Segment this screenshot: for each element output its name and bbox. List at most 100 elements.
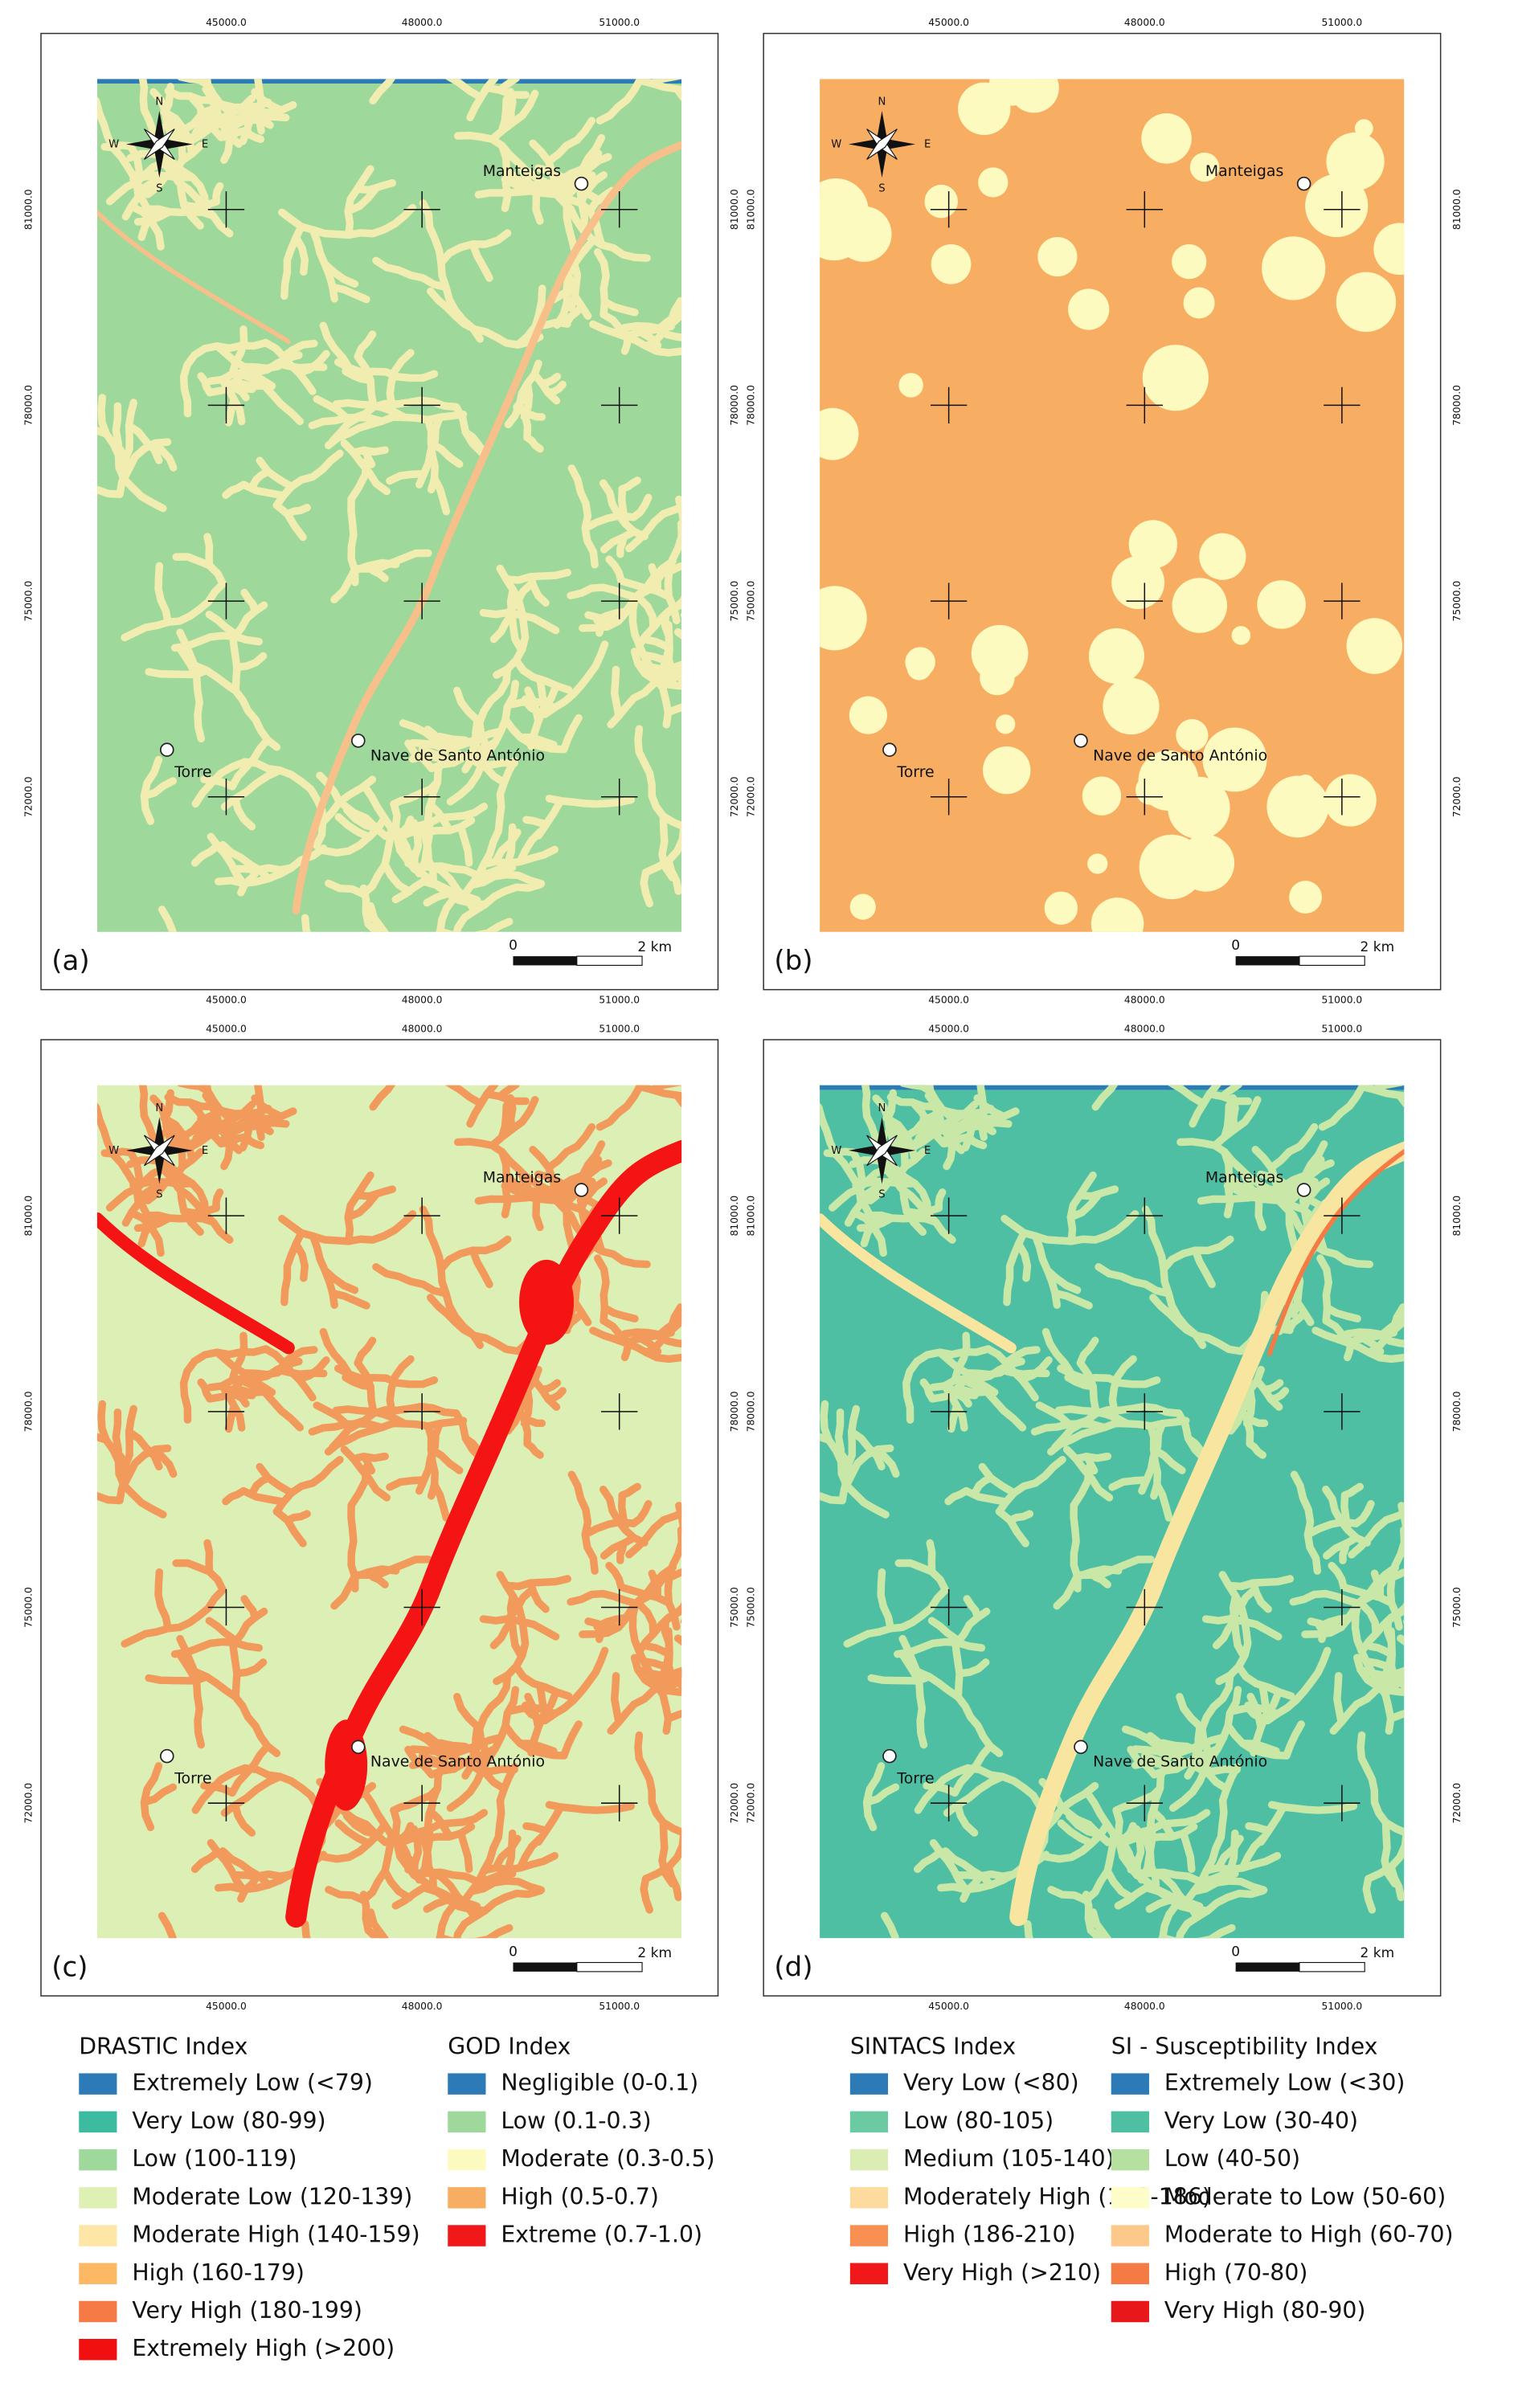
map-zone	[1111, 556, 1165, 610]
map-stream	[595, 1085, 644, 1131]
map-stream	[955, 1658, 990, 1678]
place-label: Nave de Santo António	[1093, 1753, 1267, 1771]
map-stream	[1159, 1924, 1236, 1939]
legend-swatch	[849, 2263, 889, 2284]
legend: SINTACS Index Very Low (<80) Low (80-105) M…	[849, 2033, 1211, 2286]
compass-rose	[143, 129, 175, 160]
map-stream	[1035, 1401, 1074, 1429]
map-zone	[1088, 628, 1144, 684]
map-stream	[218, 375, 246, 426]
map-stream	[1149, 1808, 1176, 1841]
map-stream	[1053, 1571, 1082, 1610]
map-stream	[480, 845, 559, 869]
map-stream	[1225, 1172, 1258, 1202]
map-stream	[203, 1539, 214, 1576]
map-panel: 45000.0 45000.0 48000.0 48000.0 51000.0 51000…	[23, 1023, 740, 2012]
map-stream	[1353, 1654, 1405, 1696]
map-stream	[1386, 1709, 1405, 1723]
x-coordinate-label: 45000.0	[206, 994, 247, 1005]
map-stream	[359, 884, 372, 928]
map-zone	[1324, 774, 1377, 827]
map-stream	[659, 1669, 682, 1699]
map-zone	[898, 373, 923, 398]
map-stream	[239, 103, 274, 129]
map-stream	[652, 610, 673, 682]
map-stream	[953, 1607, 991, 1647]
map-stream	[914, 1100, 979, 1142]
map-zone	[1172, 578, 1228, 633]
y-coordinate-label: 78000.0	[729, 1391, 740, 1432]
map-stream	[1251, 1146, 1302, 1263]
map-zone	[978, 167, 1009, 198]
place-label: Nave de Santo António	[370, 746, 545, 764]
map-stream	[1149, 1445, 1186, 1474]
map-stream	[1257, 1170, 1326, 1211]
map-stream	[190, 108, 221, 129]
map-stream	[741, 588, 744, 644]
map-stream	[479, 608, 560, 635]
map-stream	[506, 1592, 526, 1660]
map-stream	[1131, 1745, 1173, 1760]
map-stream	[1229, 1094, 1239, 1134]
map-stream	[372, 1263, 450, 1298]
map-stream	[200, 1781, 236, 1797]
map-stream	[424, 861, 479, 915]
map-stream	[1182, 1763, 1242, 1906]
map-stream	[460, 756, 519, 899]
legend-swatch	[849, 2073, 889, 2095]
map-stream	[877, 1568, 894, 1633]
map-stream	[640, 869, 654, 908]
compass-n: N	[878, 1102, 886, 1114]
map-zone	[1142, 345, 1209, 411]
map-stream	[220, 1772, 284, 1817]
panel-label: (d)	[774, 1952, 812, 1984]
place-marker	[160, 1748, 174, 1764]
map-stream	[213, 1348, 276, 1396]
map-stream	[1014, 1240, 1032, 1282]
map-stream	[396, 1822, 476, 1847]
map-stream	[483, 84, 530, 99]
map-stream	[1042, 2030, 1110, 2053]
map-stream	[272, 1507, 307, 1547]
map-zone	[1103, 677, 1160, 735]
map-stream	[116, 399, 137, 498]
map-valley	[96, 210, 291, 344]
compass-e: E	[924, 139, 931, 151]
map-stream	[1179, 1829, 1196, 1874]
map-stream	[593, 1254, 610, 1325]
map-stream	[342, 367, 374, 384]
map-stream	[483, 1090, 530, 1106]
map-stream	[665, 1568, 682, 1582]
map-stream	[1082, 1830, 1118, 1904]
map-stream	[202, 1091, 223, 1130]
scale-label: 0	[1231, 938, 1240, 954]
x-coordinate-label: 45000.0	[206, 17, 247, 28]
map-stream	[530, 1376, 561, 1411]
map-stream	[278, 1210, 417, 1245]
y-coordinate-label: 78000.0	[746, 385, 757, 426]
map-stream	[272, 449, 344, 509]
map-stream	[472, 716, 509, 787]
map-stream	[1283, 1720, 1305, 1760]
map-stream	[1140, 1752, 1180, 1773]
map-zone	[1189, 152, 1220, 182]
map-stream	[914, 1764, 972, 1814]
map-zone	[1087, 853, 1108, 874]
legend-swatch	[1111, 2187, 1149, 2209]
map-stream	[404, 739, 436, 772]
map-stream	[301, 914, 311, 932]
map-stream	[664, 703, 682, 717]
map-stream	[872, 1094, 903, 1154]
map-stream	[894, 1168, 927, 1237]
map-stream	[665, 1862, 682, 1902]
map-stream	[664, 1526, 682, 1631]
map-stream	[239, 1110, 274, 1135]
map-stream	[372, 256, 450, 292]
map-stream	[610, 665, 623, 720]
legend-label: Medium (105-140)	[903, 2145, 1115, 2172]
map-zone	[1135, 775, 1166, 805]
map-stream	[125, 1428, 163, 1471]
map-stream	[628, 593, 673, 729]
map-stream	[664, 1709, 682, 1723]
legend-swatch	[448, 2148, 486, 2171]
